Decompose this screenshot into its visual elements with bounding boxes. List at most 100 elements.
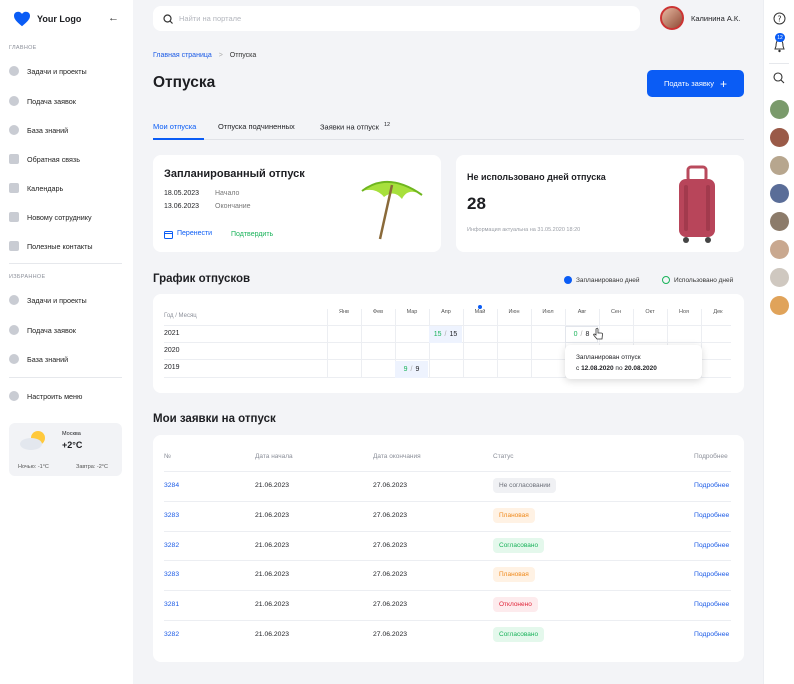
logo[interactable]: Your Logo (13, 11, 81, 27)
grid-hline (164, 359, 731, 360)
help-icon[interactable]: ? (773, 12, 786, 25)
tab-subordinates[interactable]: Отпуска подчиненных (218, 122, 295, 131)
requests-title: Мои заявки на отпуск (153, 413, 276, 425)
confirm-button[interactable]: Подтвердить (231, 231, 274, 238)
tab-my-vacations[interactable]: Мои отпуска (153, 122, 197, 131)
users-icon (9, 325, 19, 335)
collapse-arrow-icon[interactable]: ← (108, 12, 119, 24)
card-title: Запланированный отпуск (164, 168, 305, 180)
month-label: Сен (610, 309, 622, 315)
grid-vline (667, 309, 668, 377)
grid-vline (497, 309, 498, 377)
contact-avatar[interactable] (770, 128, 789, 147)
status-badge: Согласовано (493, 627, 545, 642)
details-link[interactable]: Подробнее (694, 482, 730, 489)
tab-requests[interactable]: Заявки на отпуск 12 (320, 122, 390, 132)
sidebar-item-calendar[interactable]: Календарь (9, 182, 63, 194)
settings-menu-button[interactable]: Настроить меню (9, 390, 82, 402)
sidebar-item-contacts[interactable]: Полезные контакты (9, 240, 93, 252)
end-date: 27.06.2023 (373, 571, 408, 579)
grid-vline (463, 309, 464, 377)
col-header: Статус (493, 453, 514, 460)
search-icon (163, 13, 173, 24)
weather-tomorrow: Завтра: -2°C (76, 464, 108, 470)
request-id-link[interactable]: 3283 (164, 571, 180, 579)
start-date: 21.06.2023 (255, 571, 290, 579)
reschedule-button[interactable]: Перенести (164, 230, 212, 239)
start-label: Начало (215, 190, 240, 197)
contact-avatar[interactable] (770, 100, 789, 119)
contact-avatar[interactable] (770, 212, 789, 231)
details-link[interactable]: Подробнее (694, 601, 730, 609)
fav-item-requests[interactable]: Подача заявок (9, 324, 76, 336)
info-note: Информация актуальна на 31.05.2020 18:20 (467, 227, 581, 233)
end-date: 27.06.2023 (373, 482, 408, 489)
legend-label: Запланировано дней (576, 276, 640, 284)
submit-request-button[interactable]: Подать заявку + (647, 70, 744, 97)
request-id-link[interactable]: 3281 (164, 601, 180, 609)
col-header: № (164, 453, 171, 460)
grid-vline (361, 309, 362, 377)
calendar-icon (9, 183, 19, 193)
cell-separator: / (580, 331, 583, 338)
tabs: Мои отпуска Отпуска подчиненных Заявки н… (153, 116, 744, 140)
user-profile[interactable]: Калинина А.К. (660, 6, 740, 30)
tab-active-indicator (153, 138, 204, 140)
gear-icon (9, 391, 19, 401)
grid-hline (164, 325, 731, 326)
row-divider (164, 530, 731, 532)
request-id-link[interactable]: 3282 (164, 631, 180, 638)
chat-icon (9, 154, 19, 164)
sidebar-item-requests[interactable]: Подача заявок (9, 95, 76, 107)
sidebar-item-tasks[interactable]: Задачи и проекты (9, 65, 87, 77)
start-date: 18.05.2023 (164, 190, 200, 197)
right-rail: ? 12 (763, 0, 794, 684)
planned-vacation-card: Запланированный отпуск 18.05.2023 Начало… (153, 155, 441, 252)
fav-item-knowledge[interactable]: База знаний (9, 353, 68, 365)
request-id-link[interactable]: 3283 (164, 511, 180, 519)
gantt-cell-2019-mar[interactable]: 9/9 (395, 361, 428, 378)
sidebar-item-newcomer[interactable]: Новому сотруднику (9, 211, 92, 223)
info-icon (9, 125, 19, 135)
contact-avatar[interactable] (770, 156, 789, 175)
sidebar-item-feedback[interactable]: Обратная связь (9, 153, 80, 165)
details-link[interactable]: Подробнее (694, 541, 730, 549)
month-label: Окт (645, 309, 655, 315)
sidebar-item-label: Задачи и проекты (27, 66, 87, 76)
cell-separator: / (410, 366, 413, 373)
plus-icon: + (719, 76, 727, 91)
tasks-icon (9, 66, 19, 76)
info-icon (9, 354, 19, 364)
grid-vline (565, 309, 566, 377)
planned-days: 9 (415, 366, 420, 373)
card-title: Не использовано дней отпуска (467, 172, 606, 182)
details-link[interactable]: Подробнее (694, 511, 730, 519)
unused-days-count: 28 (467, 194, 486, 213)
contact-avatar[interactable] (770, 240, 789, 259)
used-days: 15 (433, 331, 442, 338)
legend-label: Использовано дней (674, 276, 734, 284)
status-badge: Согласовано (493, 537, 545, 553)
planned-days: 8 (585, 331, 590, 338)
details-link[interactable]: Подробнее (694, 631, 730, 638)
grid-vline (633, 309, 634, 377)
weather-night: Ночью: -1°C (18, 464, 49, 470)
search-icon[interactable] (773, 72, 785, 84)
fav-item-tasks[interactable]: Задачи и проекты (9, 294, 87, 306)
gantt-cell-2021-apr[interactable]: 15/15 (429, 326, 462, 343)
row-divider (164, 471, 731, 472)
details-link[interactable]: Подробнее (694, 571, 730, 579)
beach-umbrella-icon (361, 180, 423, 240)
contact-avatar[interactable] (770, 268, 789, 287)
sidebar-item-knowledge[interactable]: База знаний (9, 124, 68, 136)
weather-temp: +2°C (62, 440, 83, 450)
contact-avatar[interactable] (770, 184, 789, 203)
request-id-link[interactable]: 3282 (164, 541, 180, 549)
request-id-link[interactable]: 3284 (164, 482, 180, 489)
search-input[interactable]: Найти на портале (153, 6, 640, 31)
breadcrumb-home[interactable]: Главная страница (153, 52, 212, 59)
contact-avatar[interactable] (770, 296, 789, 315)
settings-label: Настроить меню (27, 391, 83, 401)
end-date: 27.06.2023 (373, 601, 408, 609)
cloud-sun-icon (20, 431, 45, 450)
